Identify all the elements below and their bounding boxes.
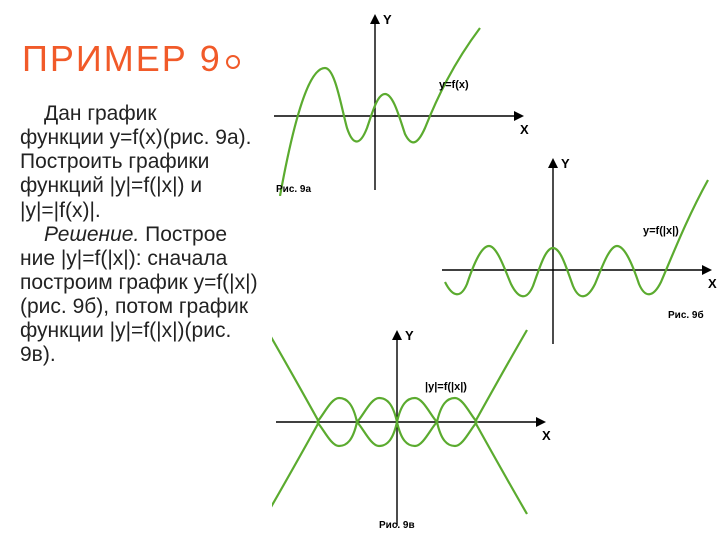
graph-9b-curve: [553, 180, 708, 296]
graph-9c-caption: Рис. 9в: [379, 520, 415, 531]
para1-rest: функции y=f(x)(рис. 9а). Построить графи…: [20, 126, 252, 221]
graph-9c-svg: Y X |y|=f(|x|) Рис. 9в: [272, 322, 552, 532]
page-title: ПРИМЕР 9: [22, 38, 240, 80]
x-axis-label: X: [708, 276, 717, 291]
para2-rest1: Построе: [139, 223, 227, 246]
x-axis-label: X: [542, 428, 551, 443]
title-dot-icon: [226, 55, 240, 69]
title-text: ПРИМЕР 9: [22, 38, 222, 79]
para2-rest2: ние |y|=f(|x|): сначала построим график …: [20, 247, 258, 367]
graph-9b-func-label: y=f(|x|): [643, 225, 679, 237]
y-axis-label: Y: [405, 328, 414, 343]
graph-9a-caption: Рис. 9а: [276, 184, 311, 195]
body-text: Дан график функции y=f(x)(рис. 9а). Пост…: [20, 102, 270, 368]
graph-9b-svg: Y X y=f(|x|) Рис. 9б: [438, 150, 718, 350]
x-axis-label: X: [520, 122, 529, 137]
graph-9a-func-label: y=f(x): [439, 79, 469, 91]
graph-9b: Y X y=f(|x|) Рис. 9б: [438, 150, 718, 350]
para1-line1: Дан график: [20, 102, 270, 126]
para2-em: Решение.: [44, 223, 139, 246]
y-axis-label: Y: [561, 156, 570, 171]
graph-9c-func-label: |y|=f(|x|): [425, 381, 467, 393]
graph-9b-caption: Рис. 9б: [668, 309, 704, 321]
graph-9b-curve-mirror: [445, 246, 553, 296]
graph-9c: Y X |y|=f(|x|) Рис. 9в: [272, 322, 552, 532]
y-axis-label: Y: [383, 12, 392, 27]
para2-line1: Решение. Построе: [20, 223, 270, 247]
